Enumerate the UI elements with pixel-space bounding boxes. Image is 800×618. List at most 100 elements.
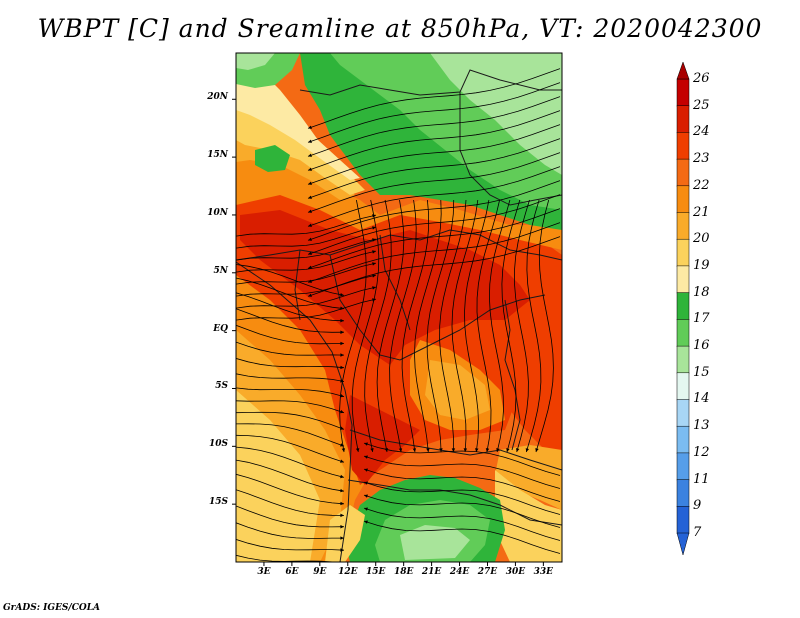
colorbar-label: 24 <box>693 124 710 140</box>
streamline-central-14 <box>514 199 530 453</box>
streamline-west-17 <box>236 505 345 528</box>
border-sw <box>347 479 562 526</box>
streamline-central-6-arrow <box>426 448 430 452</box>
streamline-north-12-arrow <box>308 293 312 297</box>
streamline-central-1 <box>351 199 380 453</box>
streamline-south-4 <box>363 494 561 528</box>
streamline-north-5-arrow <box>308 195 312 199</box>
streamline-north-9-arrow <box>308 251 312 255</box>
streamline-north-10 <box>307 208 561 269</box>
streamline-west-11 <box>236 423 345 447</box>
streamline-west-13-arrow <box>340 474 344 479</box>
field-yellow-sw <box>236 390 320 562</box>
streamline-westerly-6-arrow <box>372 286 376 290</box>
streamline-central-15-arrow <box>525 448 529 452</box>
colorbar-segment <box>676 345 690 374</box>
streamline-north-8-arrow <box>308 237 312 241</box>
streamline-central-7-arrow <box>439 448 443 452</box>
colorbar-segment <box>676 132 690 160</box>
lon-label: 30E <box>505 567 526 577</box>
streamline-westerly-7 <box>236 298 377 321</box>
streamline-westerly-2-arrow <box>372 238 376 242</box>
streamline-north-1 <box>307 82 561 143</box>
streamline-north-2-arrow <box>308 153 312 157</box>
streamline-north-3-arrow <box>308 167 312 171</box>
streamline-west-12 <box>236 434 345 463</box>
streamline-central-2-arrow <box>370 448 374 452</box>
streamline-central-9 <box>451 199 479 453</box>
streamline-west-17-arrow <box>340 525 344 529</box>
streamline-west-6 <box>236 358 345 369</box>
streamline-west-19 <box>236 539 345 551</box>
field-yellow-south-edge <box>325 505 365 562</box>
streamline-north-12 <box>307 236 561 297</box>
colorbar-segment <box>676 185 690 214</box>
streamline-westerly-7-arrow <box>372 298 376 302</box>
streamline-west-4-arrow <box>340 341 344 346</box>
border-inner-west <box>294 249 301 321</box>
border-sahel <box>236 229 562 261</box>
streamline-west-16-arrow <box>340 513 344 518</box>
colorbar-segment <box>676 78 690 107</box>
streamline-north-6-arrow <box>308 209 312 213</box>
colorbar-label: 14 <box>693 391 710 407</box>
lon-label: 15E <box>366 567 386 577</box>
map-area <box>236 53 562 562</box>
streamline-central-12 <box>488 199 511 453</box>
streamline-west-2 <box>236 292 345 322</box>
streamline-westerly-0 <box>236 214 377 237</box>
streamline-west-8-arrow <box>340 394 344 398</box>
chart-title: WBPT [C] and Sreamline at 850hPa, VT: 20… <box>37 14 763 43</box>
streamline-west-19-arrow <box>340 548 344 552</box>
colorbar-label: 17 <box>693 311 710 327</box>
colorbar-segment <box>676 105 690 134</box>
colorbar-label: 16 <box>693 338 710 354</box>
streamline-north-10-arrow <box>308 265 312 269</box>
streamline-central-9-arrow <box>463 448 468 452</box>
colorbar-segment <box>676 212 690 240</box>
streamline-west-14-arrow <box>340 488 344 493</box>
streamline-westerly-5 <box>236 274 377 297</box>
streamline-westerly-1 <box>236 226 377 249</box>
streamline-south-0-arrow <box>364 442 368 446</box>
streamline-north-6 <box>307 152 561 213</box>
lon-label: 9E <box>313 567 327 577</box>
streamline-central-10 <box>464 199 490 453</box>
colorbar-segment <box>676 479 690 508</box>
streamline-central-14-arrow <box>516 448 520 452</box>
lat-label: 10N <box>207 207 228 218</box>
streamline-west-14 <box>236 459 345 492</box>
streamline-west-0 <box>236 264 345 296</box>
streamline-north-5 <box>307 138 561 199</box>
border-east-lakes <box>504 299 521 451</box>
colorbar-label: 22 <box>693 177 710 193</box>
streamline-central-8-arrow <box>451 448 456 452</box>
streamline-west-9 <box>236 400 345 414</box>
streamline-westerly-3 <box>236 250 377 273</box>
streamline-west-8 <box>236 387 345 397</box>
lon-label: 24E <box>449 567 470 577</box>
map-frame <box>235 52 563 563</box>
streamline-west-10 <box>236 411 345 430</box>
field-lightorange-east <box>425 360 490 420</box>
streamline-central-13 <box>501 199 521 453</box>
streamline-north-0 <box>307 68 561 129</box>
lat-label: 5N <box>213 265 229 276</box>
streamline-westerly-4 <box>236 262 377 285</box>
colorbar-segment <box>676 399 690 427</box>
lat-label: 15N <box>207 150 228 161</box>
field-palegreen-ne <box>430 53 562 175</box>
streamline-north-7-arrow <box>308 223 312 227</box>
colorbar-segment <box>676 158 690 187</box>
streamline-central-5-arrow <box>412 448 417 452</box>
streamline-westerly-4-arrow <box>372 262 376 266</box>
streamline-central-12-arrow <box>496 448 500 452</box>
colorbar-segment <box>676 238 690 267</box>
colorbar-segment <box>676 452 690 481</box>
streamline-south-5 <box>363 507 561 541</box>
streamline-south-1 <box>363 455 561 489</box>
streamline-west-9-arrow <box>340 409 344 414</box>
lat-label: 15S <box>208 497 228 508</box>
lat-label: 5S <box>215 381 228 392</box>
border-central <box>329 254 546 361</box>
